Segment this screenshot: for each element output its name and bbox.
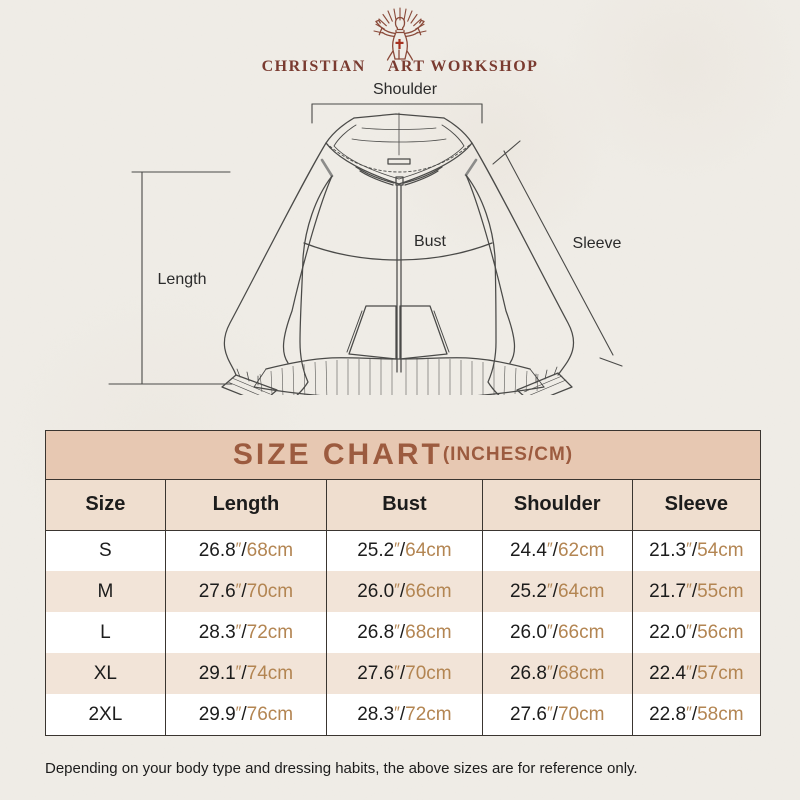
- svg-text:Shoulder: Shoulder: [373, 81, 438, 98]
- svg-text:Sleeve: Sleeve: [573, 235, 622, 252]
- svg-text:Bust: Bust: [414, 233, 447, 250]
- svg-text:Length: Length: [158, 271, 207, 288]
